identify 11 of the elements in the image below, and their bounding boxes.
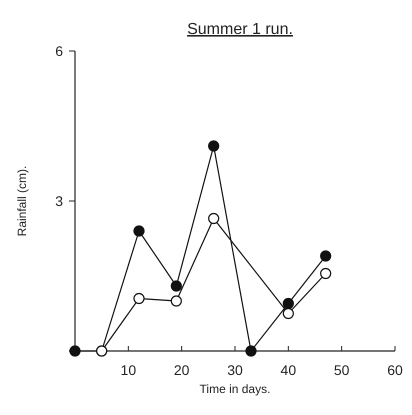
x-tick-label: 20 — [174, 362, 190, 378]
y-tick-label: 3 — [55, 193, 64, 209]
x-axis-title: Time in days. — [200, 382, 270, 396]
x-tick-label: 50 — [334, 362, 350, 378]
y-tick-label: 6 — [55, 43, 64, 59]
chart-title: Summer 1 run. — [187, 21, 293, 38]
x-tick-label: 30 — [227, 362, 243, 378]
x-tick-label: 40 — [280, 362, 296, 378]
x-tick-label: 10 — [120, 362, 136, 378]
y-axis-title: Rainfall (cm). — [15, 166, 29, 236]
x-tick-label: 60 — [387, 362, 403, 378]
